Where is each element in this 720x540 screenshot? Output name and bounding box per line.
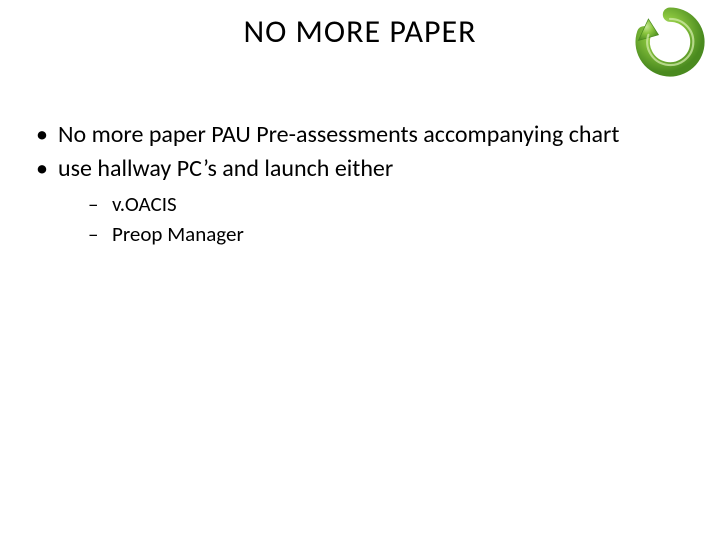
bullet-item: use hallway PC’s and launch either v.OAC… xyxy=(30,154,690,249)
bullet-text: use hallway PC’s and launch either xyxy=(58,154,393,183)
sub-bullet-text: v.OACIS xyxy=(112,191,177,217)
refresh-icon xyxy=(634,6,706,78)
slide: NO MORE PAPER No more paper PAU Pre-asse… xyxy=(0,0,720,540)
sub-bullet-list: v.OACIS Preop Manager xyxy=(58,190,690,249)
sub-bullet-item: Preop Manager xyxy=(58,220,690,248)
bullet-item: No more paper PAU Pre-assessments accomp… xyxy=(30,120,690,150)
bullet-text: No more paper PAU Pre-assessments accomp… xyxy=(58,120,619,149)
sub-bullet-item: v.OACIS xyxy=(58,190,690,218)
bullet-list: No more paper PAU Pre-assessments accomp… xyxy=(30,120,690,249)
slide-body: No more paper PAU Pre-assessments accomp… xyxy=(30,120,690,253)
slide-title: NO MORE PAPER xyxy=(0,12,720,51)
sub-bullet-text: Preop Manager xyxy=(112,221,244,247)
